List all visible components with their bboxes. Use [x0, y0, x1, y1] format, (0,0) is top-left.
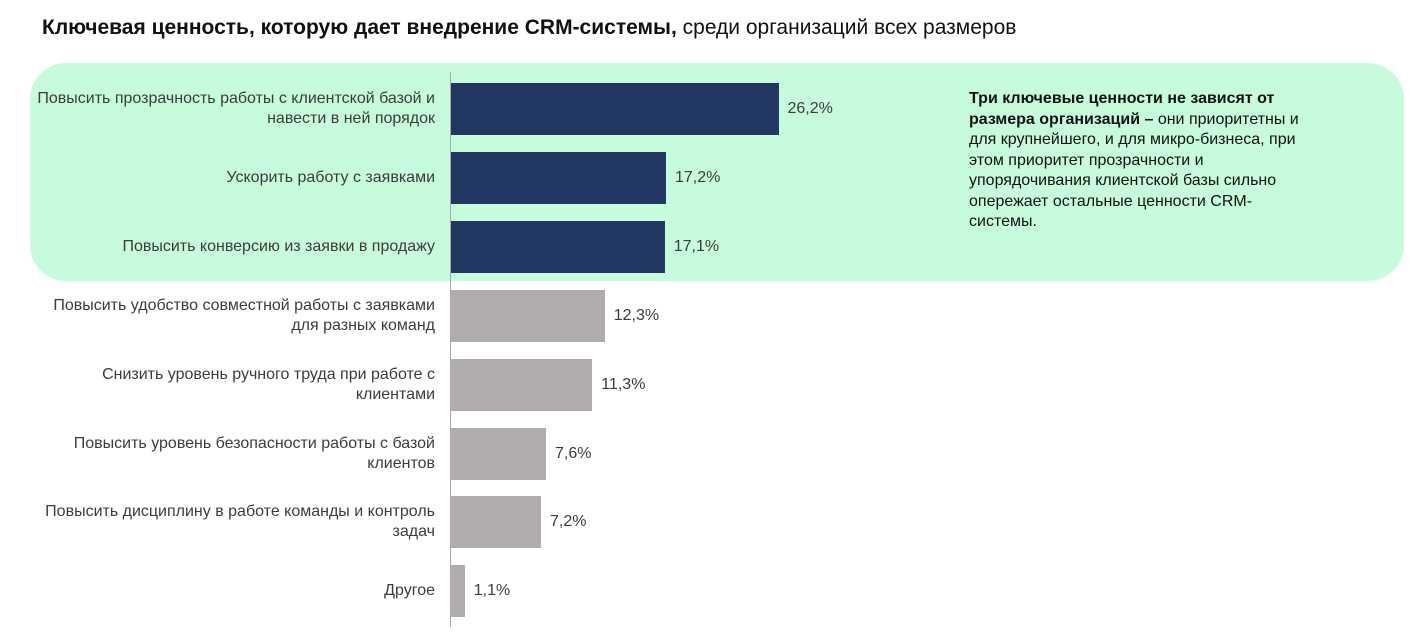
annotation-note-text: они приоритетны и для крупнейшего, и для…: [969, 110, 1299, 231]
category-label: Повысить уровень безопасности работы с б…: [73, 434, 435, 472]
category-label: Ускорить работу с заявками: [226, 168, 435, 186]
chart-title-bold: Ключевая ценность, которую дает внедрени…: [42, 16, 677, 39]
bar: [451, 83, 779, 135]
value-label: 17,1%: [673, 237, 720, 255]
bar: [451, 151, 666, 204]
annotation-note-bold: Три ключевые ценности не зависят от разм…: [969, 90, 1275, 128]
annotation-note: Три ключевые ценности не зависят от разм…: [969, 89, 1319, 233]
category-label: Повысить удобство совместной работы с за…: [53, 296, 435, 334]
bar: [451, 496, 541, 549]
value-label: 12,3%: [613, 306, 660, 324]
chart-title: Ключевая ценность, которую дает внедрени…: [42, 13, 1402, 43]
bar: [451, 565, 465, 618]
category-label: Другое: [384, 582, 435, 600]
bar: [451, 358, 593, 411]
value-label: 11,3%: [601, 375, 646, 393]
value-label: 26,2%: [787, 100, 833, 117]
value-label: 7,6%: [555, 444, 592, 462]
category-label: Снизить уровень ручного труда при работе…: [102, 365, 435, 403]
value-label: 17,2%: [675, 168, 721, 186]
value-label: 7,2%: [550, 513, 587, 531]
category-label: Повысить дисциплину в работе команды и к…: [45, 503, 435, 541]
bar: [451, 427, 546, 480]
value-label: 1,1%: [473, 582, 511, 600]
category-label: Повысить прозрачность работы с клиентско…: [37, 90, 435, 127]
bar: [451, 220, 665, 273]
category-axis-line: [450, 72, 451, 627]
bar: [451, 289, 605, 342]
category-label: Повысить конверсию из заявки в продажу: [122, 237, 435, 255]
chart-title-normal: среди организаций всех размеров: [676, 16, 1017, 39]
